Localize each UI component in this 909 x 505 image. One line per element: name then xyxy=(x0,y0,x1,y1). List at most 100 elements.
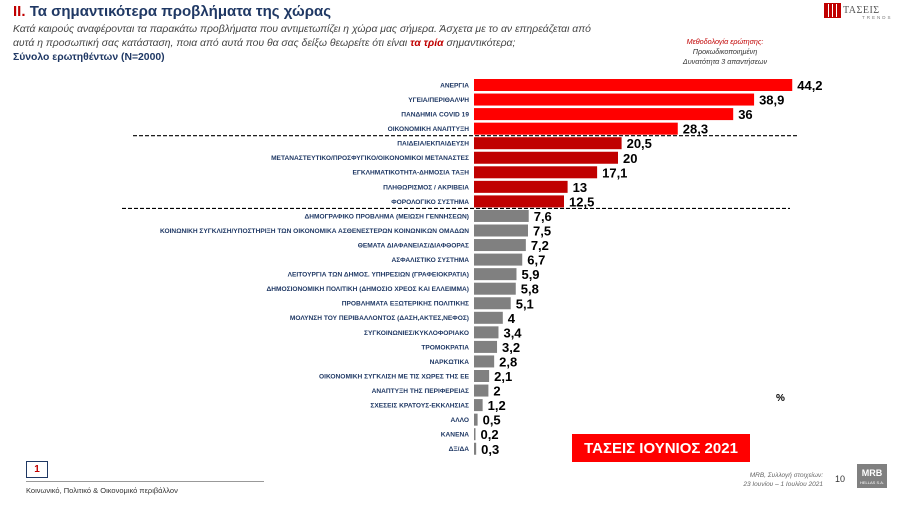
category-label: ΚΑΝΕΝΑ xyxy=(441,432,469,439)
source-line: 23 Ιουνίου – 1 Ιουλίου 2021 xyxy=(743,481,823,488)
category-label: ΛΕΙΤΟΥΡΓΙΑ ΤΩΝ ΔΗΜΟΣ. ΥΠΗΡΕΣΙΩΝ (ΓΡΑΦΕΙΟ… xyxy=(288,272,469,279)
category-label: ΜΕΤΑΝΑΣΤΕΥΤΙΚΟ/ΠΡΟΣΦΥΓΙΚΟ/ΟΙΚΟΝΟΜΙΚΟΙ ΜΕ… xyxy=(271,155,469,162)
bar xyxy=(474,253,523,266)
unit-label: % xyxy=(776,393,785,404)
bar xyxy=(474,108,734,121)
value-label: 5,9 xyxy=(521,267,539,282)
bar xyxy=(474,326,499,339)
bar xyxy=(474,137,622,150)
value-label: 6,7 xyxy=(527,253,545,268)
category-label: ΑΣΦΑΛΙΣΤΙΚΟ ΣΥΣΤΗΜΑ xyxy=(391,257,469,264)
category-label: ΦΟΡΟΛΟΓΙΚΟ ΣΥΣΤΗΜΑ xyxy=(391,199,469,206)
bar xyxy=(474,399,483,412)
source-note: MRB, Συλλογή στοιχείων: 23 Ιουνίου – 1 Ι… xyxy=(648,471,823,489)
value-label: 1,2 xyxy=(488,398,506,413)
period-badge: ΤΑΣΕΙΣ ΙΟΥΝΙΟΣ 2021 xyxy=(572,434,750,462)
logo-icon xyxy=(824,3,841,18)
survey-question: Κατά καιρούς αναφέρονται τα παρακάτω προ… xyxy=(13,23,613,51)
value-label: 12,5 xyxy=(569,194,594,209)
bar xyxy=(474,268,517,281)
methodology-line: Δυνατότητα 3 απαντήσεων xyxy=(682,57,768,66)
category-label: ΠΑΙΔΕΙΑ/ΕΚΠΑΙΔΕΥΣΗ xyxy=(397,141,469,148)
value-label: 13 xyxy=(573,180,587,195)
bar xyxy=(474,413,478,426)
bar xyxy=(474,195,564,208)
bar xyxy=(474,384,489,397)
footer-divider xyxy=(26,481,264,482)
brand-logo: ΤΑΣΕΙΣ TRENDS xyxy=(824,3,891,20)
value-label: 3,4 xyxy=(503,325,522,340)
brand-name: ΤΑΣΕΙΣ xyxy=(843,4,880,16)
company-name: MRB xyxy=(861,468,883,478)
category-label: ΟΙΚΟΝΟΜΙΚΗ ΑΝΑΠΤΥΞΗ xyxy=(388,126,470,133)
brand-subtitle: TRENDS xyxy=(862,15,893,20)
value-label: 0,5 xyxy=(483,413,501,428)
bar xyxy=(474,93,755,106)
category-label: ΘΕΜΑΤΑ ΔΙΑΦΑΝΕΙΑΣ/ΔΙΑΦΘΟΡΑΣ xyxy=(358,242,469,249)
category-label: ΕΓΚΛΗΜΑΤΙΚΟΤΗΤΑ-ΔΗΜΟΣΙΑ ΤΑΞΗ xyxy=(352,170,469,177)
value-label: 4 xyxy=(508,311,516,326)
bar xyxy=(474,166,598,179)
bar xyxy=(474,122,678,135)
value-label: 44,2 xyxy=(797,78,822,93)
methodology-heading: Μεθοδολογία ερώτησης: xyxy=(686,37,764,46)
category-label: ΔΗΜΟΓΡΑΦΙΚΟ ΠΡΟΒΛΗΜΑ (ΜΕΙΩΣΗ ΓΕΝΝΗΣΕΩΝ) xyxy=(304,213,469,220)
bar xyxy=(474,370,490,382)
page-number: 10 xyxy=(835,474,846,484)
value-label: 28,3 xyxy=(683,122,708,137)
value-label: 7,5 xyxy=(533,224,551,239)
title-text: Τα σημαντικότερα προβλήματα της χώρας xyxy=(29,3,332,20)
category-label: ΠΑΝΔΗΜΙΑ COVID 19 xyxy=(401,112,469,119)
value-label: 2,8 xyxy=(499,354,517,369)
value-label: 0,3 xyxy=(481,442,499,457)
category-label: ΔΗΜΟΣΙΟΝΟΜΙΚΗ ΠΟΛΙΤΙΚΗ (ΔΗΜΟΣΙΟ ΧΡΕΟΣ ΚΑ… xyxy=(266,286,469,293)
value-label: 20 xyxy=(623,151,637,166)
value-label: 0,2 xyxy=(481,427,499,442)
bar xyxy=(474,282,516,295)
question-text-2: σημαντικότερα; xyxy=(446,38,516,49)
sample-size: Σύνολο ερωτηθέντων (Ν=2000) xyxy=(13,52,165,63)
bar xyxy=(474,151,618,164)
category-label: ΠΡΟΒΛΗΜΑΤΑ ΕΞΩΤΕΡΙΚΗΣ ΠΟΛΙΤΙΚΗΣ xyxy=(342,301,469,308)
bar xyxy=(474,442,477,455)
page-title: II. Τα σημαντικότερα προβλήματα της χώρα… xyxy=(13,3,331,20)
category-label: ΥΓΕΙΑ/ΠΕΡΙΘΑΛΨΗ xyxy=(408,97,469,104)
methodology-note: Μεθοδολογία ερώτησης: Προκωδικοποιημένη … xyxy=(640,37,810,67)
category-label: ΑΝΑΠΤΥΞΗ ΤΗΣ ΠΕΡΙΦΕΡΕΙΑΣ xyxy=(372,388,469,395)
bar xyxy=(474,209,529,222)
value-label: 38,9 xyxy=(759,93,784,108)
value-label: 5,8 xyxy=(521,282,539,297)
category-label: ΑΛΛΟ xyxy=(450,417,469,424)
category-label: ΤΡΟΜΟΚΡΑΤΙΑ xyxy=(421,344,469,351)
title-number: II. xyxy=(13,3,26,20)
value-label: 17,1 xyxy=(602,165,627,180)
category-label: ΜΟΛΥΝΣΗ ΤΟΥ ΠΕΡΙΒΑΛΛΟΝΤΟΣ (ΔΑΣΗ,ΑΚΤΕΣ,ΝΕ… xyxy=(290,315,469,322)
bar xyxy=(474,224,528,237)
category-label: ΟΙΚΟΝΟΜΙΚΗ ΣΥΓΚΛΙΣΗ ΜΕ ΤΙΣ ΧΩΡΕΣ ΤΗΣ ΕΕ xyxy=(319,373,470,380)
bar xyxy=(474,355,495,368)
bar xyxy=(474,297,511,310)
bar xyxy=(474,311,503,324)
bar xyxy=(474,428,476,441)
value-label: 36 xyxy=(738,107,752,122)
value-label: 3,2 xyxy=(502,340,520,355)
value-label: 7,6 xyxy=(534,209,552,224)
value-label: 7,2 xyxy=(531,238,549,253)
value-label: 2 xyxy=(493,384,500,399)
value-label: 5,1 xyxy=(516,296,534,311)
bar xyxy=(474,340,498,353)
company-subtitle: HELLAS S.A. xyxy=(859,480,884,485)
bar xyxy=(474,79,793,91)
value-label: 2,1 xyxy=(494,369,512,384)
section-number-box: 1 xyxy=(26,461,48,478)
category-label: ΑΝΕΡΓΙΑ xyxy=(440,82,469,89)
category-label: ΣΥΓΚΟΙΝΩΝΙΕΣ/ΚΥΚΛΟΦΟΡΙΑΚΟ xyxy=(364,330,469,337)
source-line: MRB, Συλλογή στοιχείων: xyxy=(749,472,823,479)
category-label: ΚΟΙΝΩΝΙΚΗ ΣΥΓΚΛΙΣΗ/ΥΠΟΣΤΗΡΙΞΗ ΤΩΝ ΟΙΚΟΝΟ… xyxy=(160,228,469,235)
company-logo: MRB HELLAS S.A. xyxy=(857,464,887,488)
question-highlight: τα τρία xyxy=(410,38,444,49)
bar xyxy=(474,180,568,193)
methodology-line: Προκωδικοποιημένη xyxy=(692,47,758,56)
bar xyxy=(474,239,526,252)
